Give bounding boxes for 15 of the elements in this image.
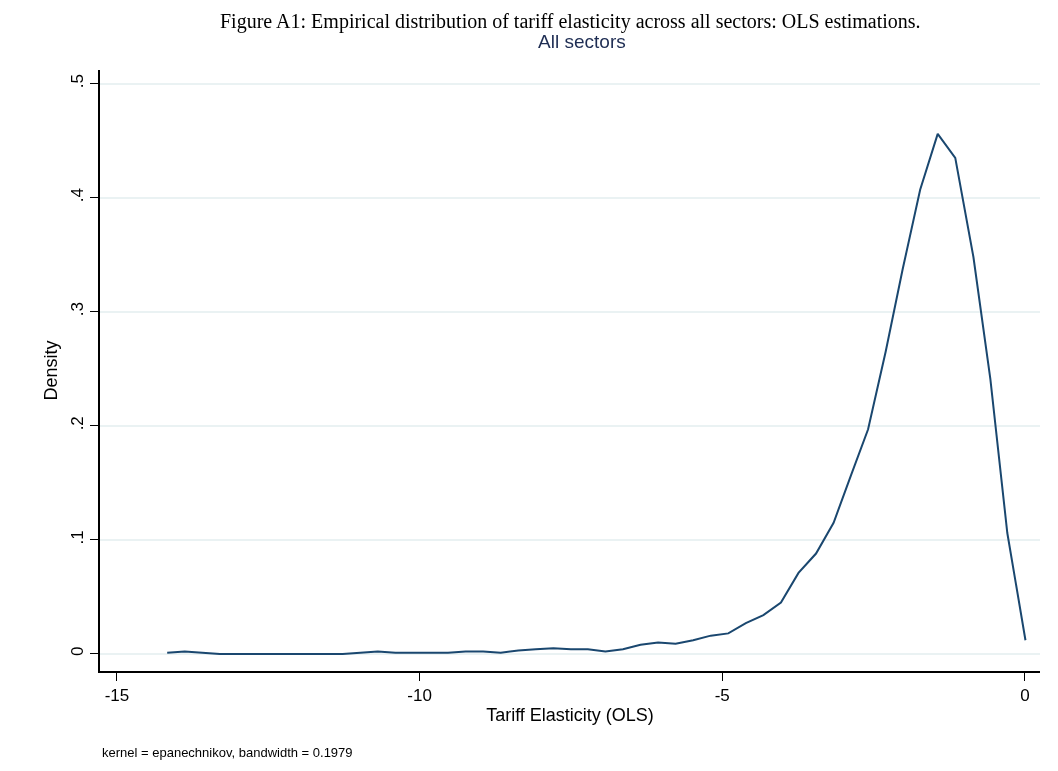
y-tick-label: 0 xyxy=(68,646,88,657)
x-tick-label: -15 xyxy=(104,686,130,706)
x-axis-title: Tariff Elasticity (OLS) xyxy=(486,704,654,725)
x-tick-label: -10 xyxy=(407,686,432,706)
line-series xyxy=(166,132,1027,655)
y-tick-label: .1 xyxy=(68,530,88,545)
y-tick-label: .3 xyxy=(68,302,88,317)
y-axis-title: Density xyxy=(41,340,62,401)
caption: Figure A1: Empirical distribution of tariff elasticity across all sectors: OLS estimations. xyxy=(220,10,921,33)
y-tick-label: .2 xyxy=(68,416,88,431)
text: kernel = epanechnikov, bandwidth = 0.1979 xyxy=(102,745,353,760)
x-tick-label: -5 xyxy=(714,686,730,706)
y-tick-label: .5 xyxy=(68,74,88,89)
y-tick-label: .4 xyxy=(68,188,88,203)
x-tick-label: 0 xyxy=(1020,686,1030,706)
